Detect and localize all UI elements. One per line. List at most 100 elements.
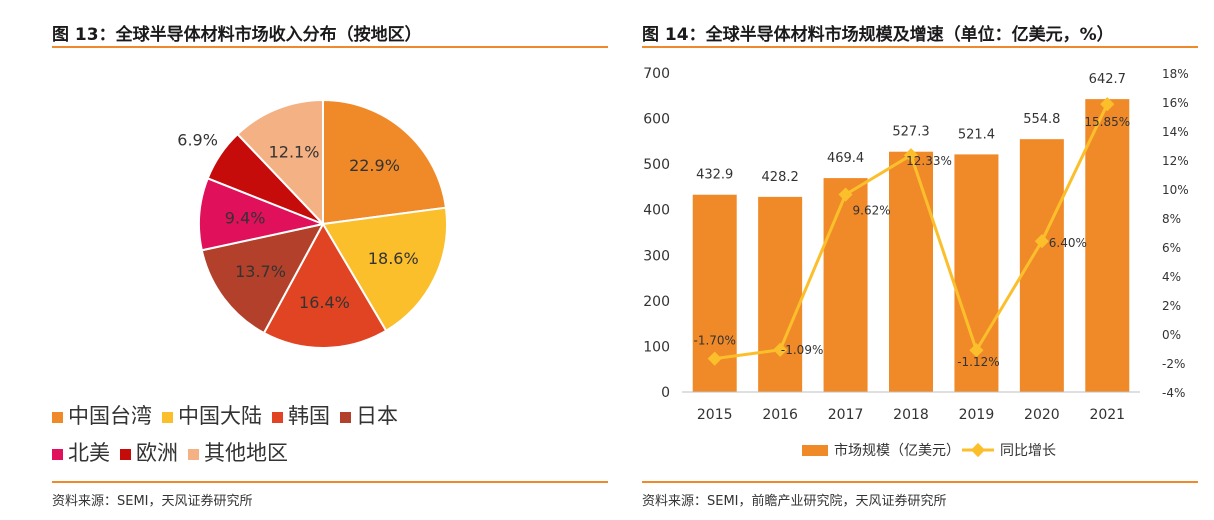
figure-13-title: 图 13：全球半导体材料市场收入分布（按地区）	[52, 25, 422, 45]
legend-item: 中国台湾	[52, 400, 152, 430]
legend-label-bar: 市场规模（亿美元）	[834, 442, 960, 459]
pie-slice-label: 13.7%	[235, 262, 286, 281]
growth-value-label: 6.40%	[1049, 236, 1087, 250]
growth-value-label: 15.85%	[1084, 115, 1130, 129]
left-axis-tick-label: 300	[643, 248, 670, 264]
pie-slice-1	[322, 98, 448, 226]
legend-item: 日本	[340, 400, 398, 430]
growth-point	[838, 187, 853, 202]
left-axis-tick-label: 200	[643, 294, 670, 310]
pie-legend-row-1: 中国台湾 中国大陆 韩国 日本	[52, 400, 408, 430]
legend-item: 韩国	[272, 400, 330, 430]
right-axis-tick-label: -2%	[1162, 357, 1185, 371]
x-axis-tick-label: 2016	[762, 407, 798, 423]
left-axis-tick-label: 100	[643, 339, 670, 355]
legend-swatch	[272, 411, 283, 423]
bar-value-label: 527.3	[892, 125, 929, 140]
legend-swatch	[120, 448, 131, 460]
right-axis-tick-label: -4%	[1162, 386, 1185, 400]
legend-label: 日本	[356, 404, 398, 428]
legend-label: 韩国	[288, 404, 330, 428]
pie-slice-label: 22.9%	[349, 156, 400, 175]
pie-slice-4	[200, 222, 325, 335]
x-axis-tick-label: 2015	[697, 407, 733, 423]
figure-14-panel: 图 14：全球半导体材料市场规模及增速（单位：亿美元，%） 0 100 200 300…	[642, 0, 1198, 520]
figure-13-source: 资料来源：SEMI，天风证券研究所	[52, 494, 253, 509]
bar	[758, 196, 803, 392]
legend-label: 中国台湾	[68, 404, 152, 428]
legend-marker-growth	[970, 442, 986, 458]
left-axis-tick-label: 500	[643, 157, 670, 173]
legend-label: 其他地区	[204, 441, 288, 465]
right-axis-tick-label: 16%	[1162, 96, 1189, 110]
x-axis-tick-label: 2017	[828, 407, 864, 423]
pie-slice-label: 18.6%	[368, 249, 419, 268]
legend-swatch	[52, 411, 63, 423]
left-axis-tick-label: 600	[643, 112, 670, 128]
top-rule	[52, 46, 608, 48]
right-axis-tick-label: 10%	[1162, 183, 1189, 197]
right-axis-tick-label: 14%	[1162, 125, 1189, 139]
pie-slice-label: 12.1%	[269, 142, 320, 161]
pie-slice-2	[321, 206, 448, 333]
pie-slice-label: 16.4%	[299, 293, 350, 312]
legend-item: 其他地区	[188, 437, 288, 467]
figure-14-source: 资料来源：SEMI，前瞻产业研究院，天风证券研究所	[642, 494, 947, 509]
bar	[1085, 99, 1130, 392]
x-axis-tick-label: 2021	[1089, 407, 1125, 423]
right-axis-tick-label: 0%	[1162, 328, 1181, 342]
growth-point	[903, 148, 919, 163]
growth-value-label: -1.12%	[957, 355, 999, 369]
right-axis-tick-label: 18%	[1162, 67, 1189, 81]
x-axis-tick-label: 2018	[893, 407, 929, 423]
left-axis-tick-label: 0	[661, 385, 670, 401]
pie-chart: 22.9% 18.6% 16.4% 13.7% 9.4% 6.9% 12.1%	[177, 98, 448, 349]
right-axis-tick-label: 6%	[1162, 241, 1181, 255]
legend-swatch	[188, 448, 199, 460]
bar-value-label: 642.7	[1089, 72, 1126, 87]
legend-swatch	[340, 411, 351, 423]
legend-label: 北美	[68, 441, 110, 465]
left-axis-tick-label: 700	[643, 66, 670, 82]
right-axis-tick-label: 8%	[1162, 212, 1181, 226]
legend-label-growth: 同比增长	[1000, 443, 1056, 459]
pie-slice-label: 9.4%	[225, 209, 266, 228]
growth-point	[707, 351, 722, 366]
bar	[889, 151, 933, 392]
pie-slice-label: 6.9%	[177, 130, 218, 149]
figure-14-title: 图 14：全球半导体材料市场规模及增速（单位：亿美元，%）	[642, 25, 1114, 45]
bottom-rule	[642, 481, 1198, 483]
right-axis-tick-label: 12%	[1162, 154, 1189, 168]
bar	[823, 178, 868, 392]
legend-label: 中国大陆	[178, 404, 262, 428]
bar-value-label: 521.4	[958, 127, 995, 142]
growth-value-label: -1.09%	[781, 343, 823, 357]
x-axis-tick-label: 2019	[959, 407, 995, 423]
top-rule	[642, 46, 1198, 48]
legend-label: 欧洲	[136, 441, 178, 465]
pie-legend-row-2: 北美 欧洲 其他地区	[52, 437, 298, 467]
bar-value-label: 428.2	[762, 170, 799, 185]
growth-value-label: 9.62%	[853, 204, 891, 218]
legend-swatch	[52, 448, 63, 460]
growth-point	[969, 343, 984, 358]
x-axis-tick-label: 2020	[1024, 407, 1060, 423]
pie-slice-7	[236, 98, 324, 227]
pie-slice-3	[262, 221, 388, 349]
left-axis-tick-label: 400	[643, 203, 670, 219]
bar-line-chart: 0 100 200 300 400 500 600 700 -4% -2% 0% 2% 4% 6% 8% 10…	[643, 66, 1189, 459]
legend-item: 北美	[52, 437, 110, 467]
growth-value-label: -1.70%	[693, 334, 735, 348]
growth-point	[773, 342, 788, 357]
bar-value-label: 554.8	[1023, 112, 1060, 127]
legend-swatch	[162, 411, 173, 423]
bottom-rule	[52, 481, 608, 483]
growth-value-label: 12.33%	[906, 154, 952, 168]
right-axis-tick-label: 4%	[1162, 270, 1181, 284]
legend-item: 欧洲	[120, 437, 178, 467]
bar-value-label: 469.4	[827, 151, 864, 166]
bar-value-label: 432.9	[696, 168, 733, 183]
figure-13-panel: 图 13：全球半导体材料市场收入分布（按地区） 22.9% 18.6% 16.4% 1…	[52, 0, 608, 520]
right-axis-tick-label: 2%	[1162, 299, 1181, 313]
legend-item: 中国大陆	[162, 400, 262, 430]
